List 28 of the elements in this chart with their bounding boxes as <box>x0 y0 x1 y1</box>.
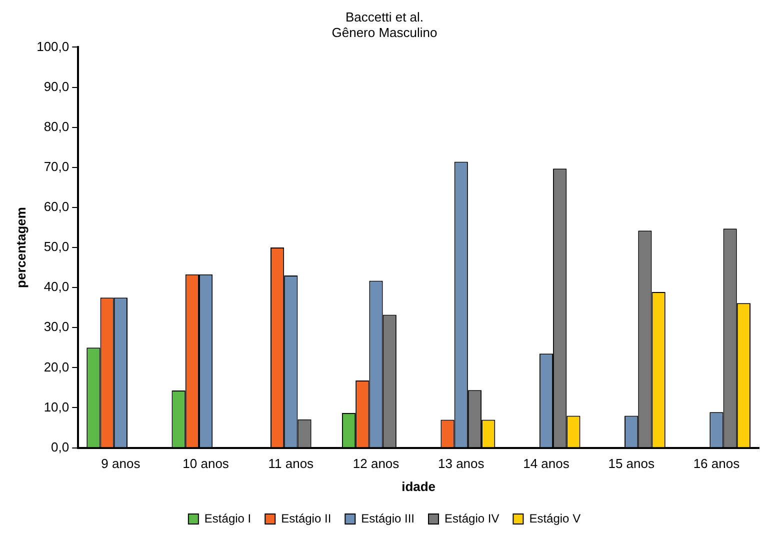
y-tick-label: 40,0 <box>44 279 70 294</box>
y-tick-label: 10,0 <box>44 399 70 414</box>
x-tick-label: 10 anos <box>182 456 230 472</box>
y-tick-label: 70,0 <box>44 158 70 174</box>
y-tick-label: 50,0 <box>44 239 70 254</box>
x-tick-label: 13 anos <box>438 456 485 472</box>
x-tick-label: 14 anos <box>523 456 570 472</box>
chart-subtitle: Gênero Masculino <box>332 24 438 40</box>
chart-title: Baccetti et al. <box>345 9 424 24</box>
y-tick-label: 20,0 <box>44 359 70 374</box>
y-tick-label: 0,0 <box>51 439 70 454</box>
y-tick-label: 100,0 <box>36 38 70 54</box>
y-tick-label: 30,0 <box>44 319 70 334</box>
x-tick-label: 12 anos <box>352 456 400 472</box>
legend-label: Estágio IV <box>444 511 500 526</box>
y-tick-label: 60,0 <box>44 199 70 214</box>
legend-label: Estágio I <box>204 511 252 526</box>
y-tick-label: 90,0 <box>44 78 70 94</box>
legend-label: Estágio V <box>529 511 581 526</box>
x-tick-label: 15 anos <box>608 456 655 472</box>
x-axis-title: idade <box>402 478 436 494</box>
y-axis-title: percentagem <box>13 207 28 288</box>
x-tick-label: 11 anos <box>268 456 314 472</box>
x-tick-label: 9 anos <box>101 456 141 472</box>
x-tick-label: 16 anos <box>693 456 740 472</box>
legend-label: Estágio II <box>281 511 332 526</box>
y-tick-label: 80,0 <box>44 118 70 134</box>
legend-label: Estágio III <box>361 511 415 526</box>
